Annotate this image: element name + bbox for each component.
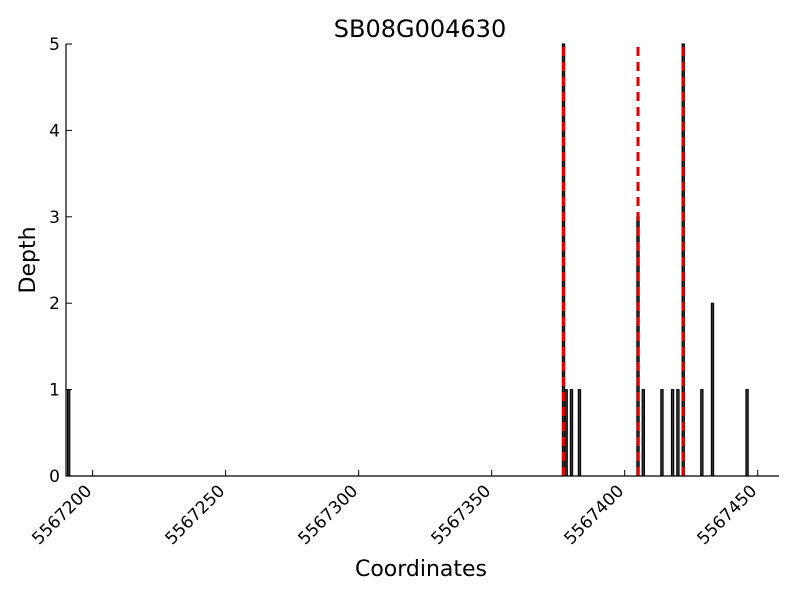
bar-9 <box>676 389 680 477</box>
bar-0 <box>66 389 71 477</box>
y-tick-label-0: 0 <box>49 467 60 487</box>
x-tick-label-3: 5567350 <box>428 481 496 549</box>
x-axis-title: Coordinates <box>355 557 487 582</box>
bar-6 <box>641 389 646 477</box>
x-tick-label-2: 5567300 <box>295 481 363 549</box>
bar-2 <box>564 389 568 477</box>
x-tick-label-5: 5567450 <box>694 481 762 549</box>
bar-4 <box>577 389 582 477</box>
bar-8 <box>670 389 675 477</box>
bar-7 <box>660 389 664 477</box>
y-axis-title: Depth <box>16 226 41 293</box>
chart-title: SB08G004630 <box>334 15 506 43</box>
plot-area: 0 1 2 3 4 5 5567200 5567250 5567300 5567350 556740… <box>28 35 779 549</box>
y-tick-label-5: 5 <box>49 35 60 55</box>
x-tick-label-1: 5567250 <box>161 481 229 549</box>
bar-13 <box>745 389 749 477</box>
bar-3 <box>569 389 574 477</box>
y-tick-label-4: 4 <box>49 121 60 141</box>
x-tick-label-0: 5567200 <box>28 481 96 549</box>
bar-11 <box>700 389 704 477</box>
x-tick-label-4: 5567400 <box>561 481 629 549</box>
y-tick-label-2: 2 <box>49 294 60 314</box>
y-tick-label-3: 3 <box>49 208 60 228</box>
y-tick-label-1: 1 <box>49 381 60 401</box>
bar-12 <box>710 302 715 477</box>
